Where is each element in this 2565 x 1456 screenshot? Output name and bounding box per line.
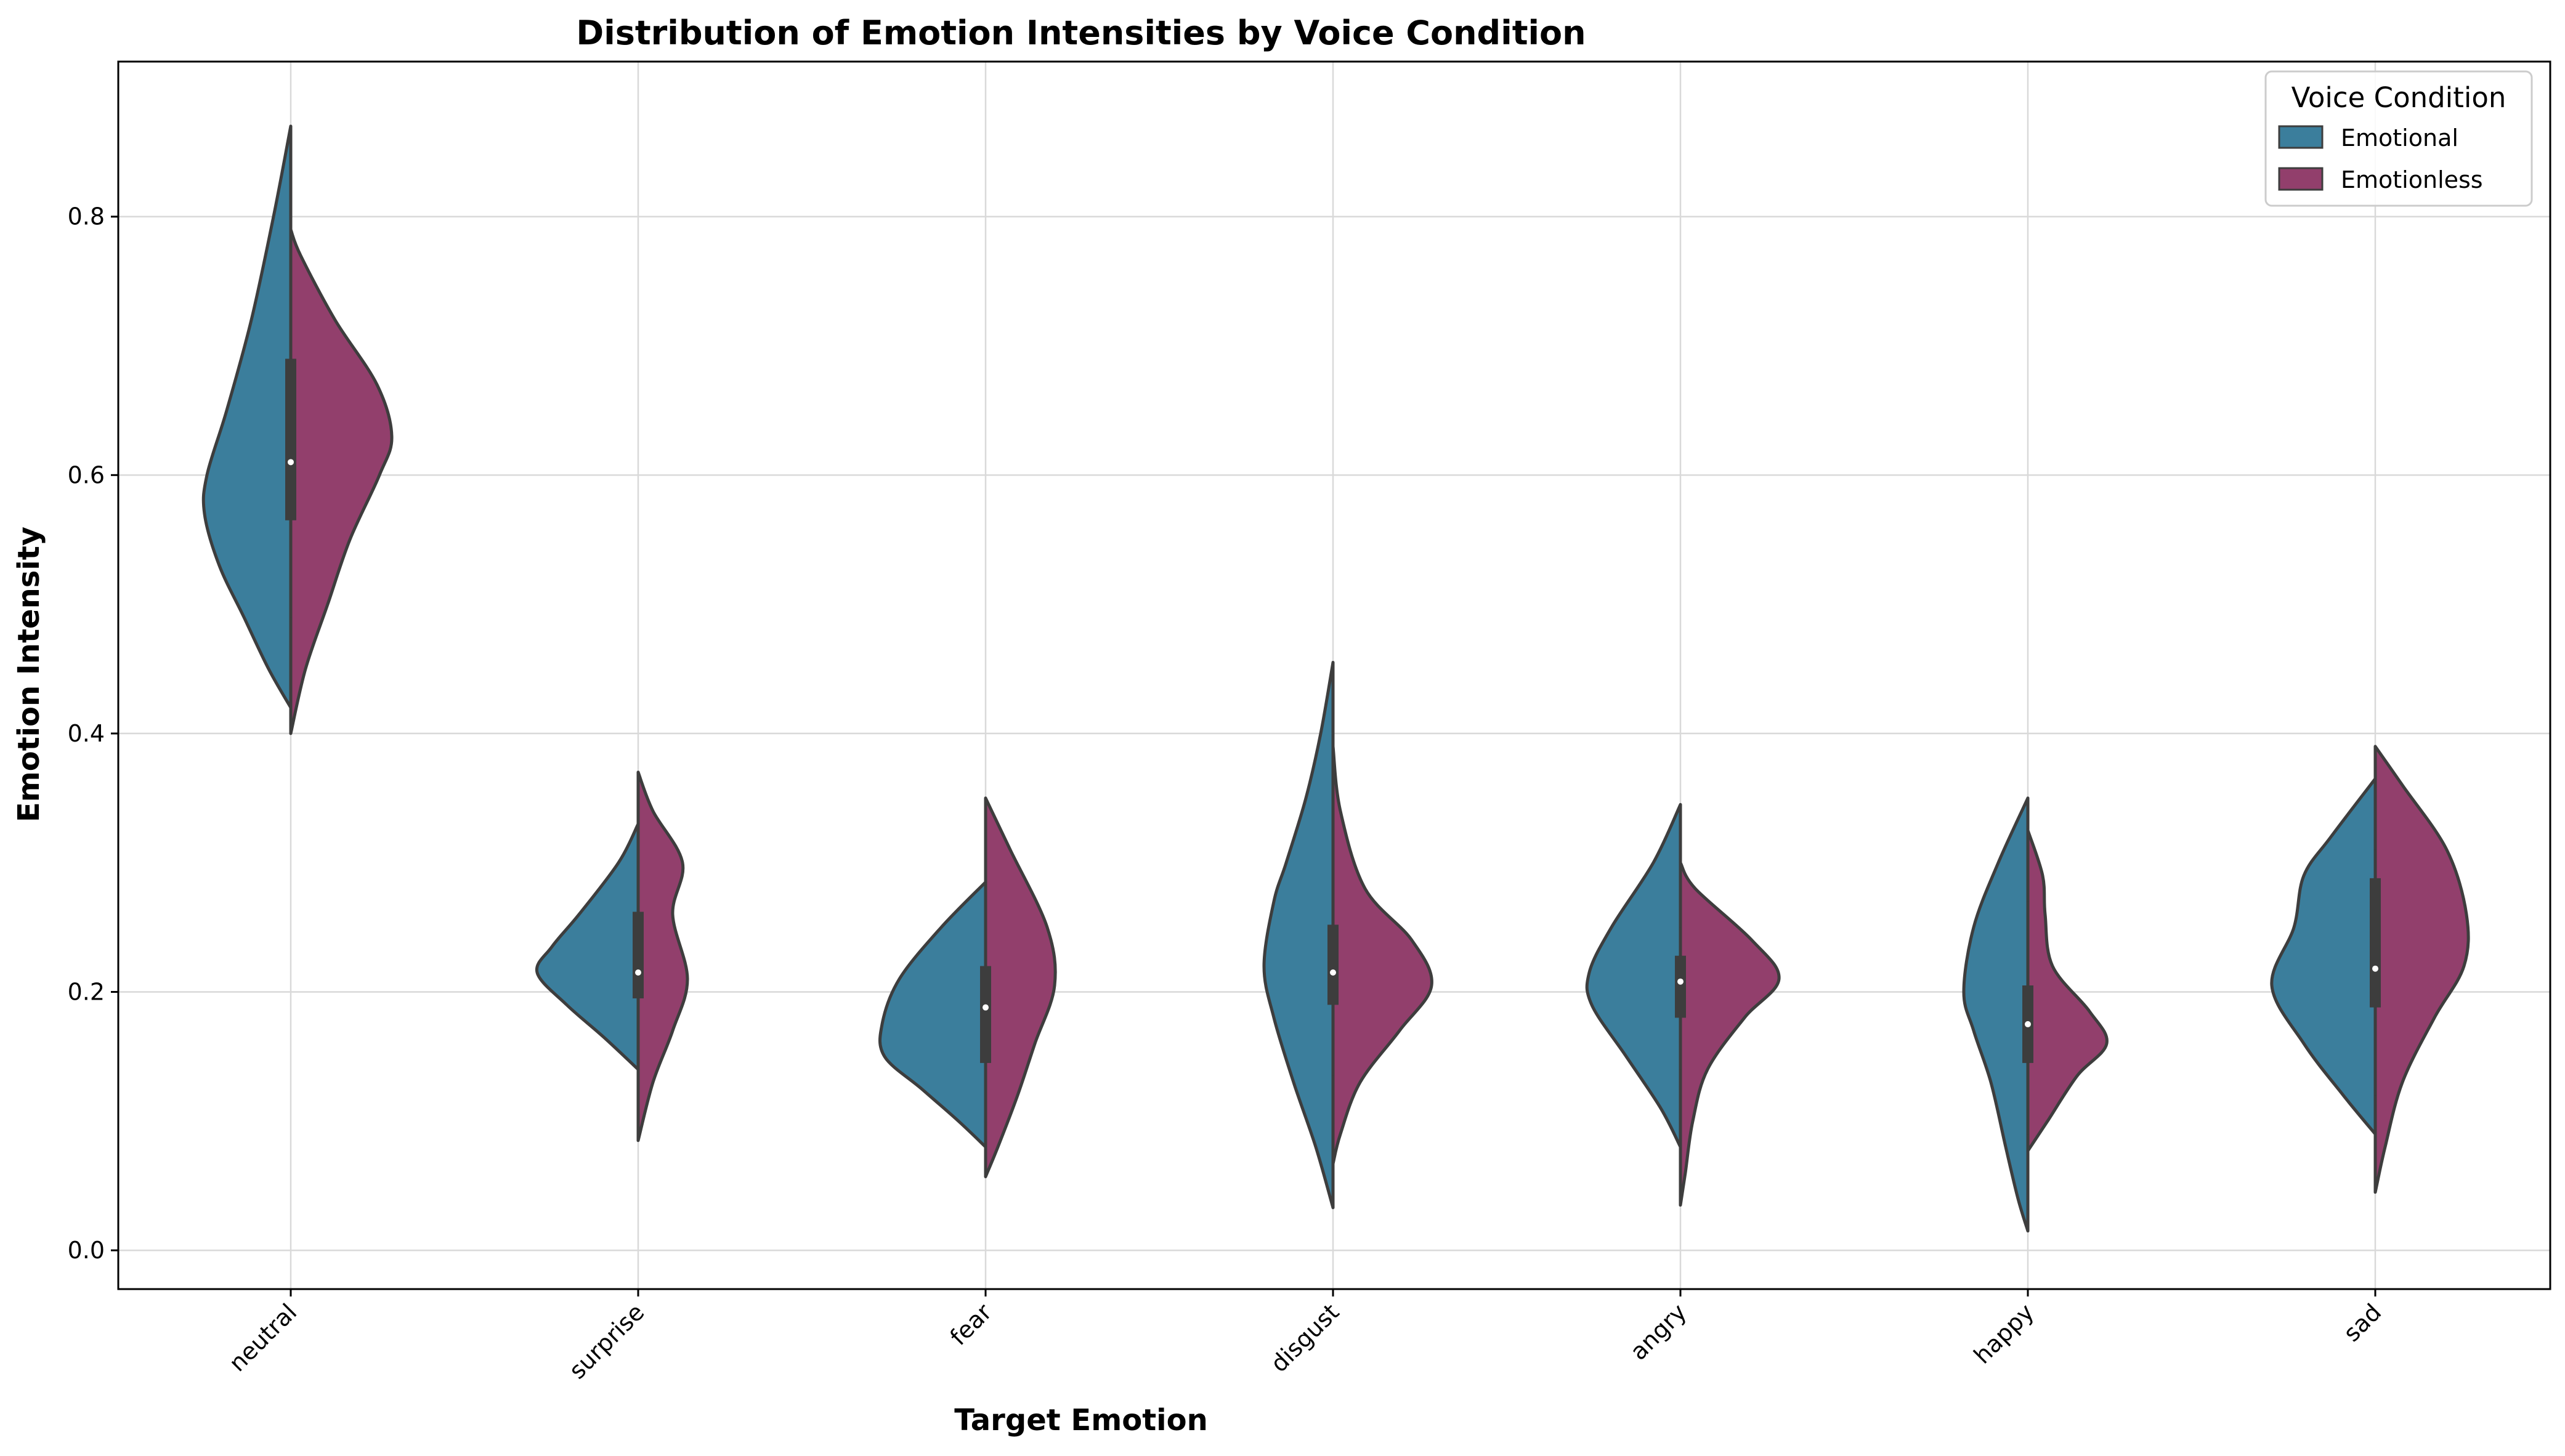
- boxplot-box: [980, 966, 991, 1063]
- boxplot-box: [2370, 878, 2381, 1008]
- boxplot-median: [288, 459, 294, 466]
- violin-emotional-fear: [878, 880, 987, 1149]
- violins: [201, 124, 2470, 1233]
- boxplot-median: [635, 969, 641, 976]
- boxplot-median: [2372, 965, 2378, 972]
- violin-emotional-happy: [1962, 796, 2030, 1233]
- boxplot-median: [2025, 1021, 2031, 1027]
- legend-label-emotionless: Emotionless: [2341, 166, 2483, 193]
- violin-emotionless-angry: [1679, 861, 1781, 1207]
- x-axis-ticks: neutral surprise fear disgust angry happy sad: [224, 1289, 2386, 1385]
- plot-frame: [117, 60, 2551, 1290]
- x-axis-label: Target Emotion: [954, 1403, 1208, 1438]
- y-tick-label: 0.0: [68, 1237, 105, 1264]
- y-tick-label: 0.6: [68, 461, 105, 488]
- x-tick-label: disgust: [1265, 1298, 1344, 1377]
- y-tick-label: 0.4: [68, 720, 105, 747]
- x-tick-label: angry: [1625, 1298, 1692, 1365]
- violin-emotionless-disgust: [1331, 745, 1433, 1165]
- violin-emotionless-happy: [2026, 828, 2109, 1152]
- boxplot-box: [633, 912, 644, 998]
- legend-title: Voice Condition: [2291, 81, 2506, 114]
- boxplot-median: [983, 1004, 989, 1011]
- violin-emotional-disgust: [1262, 661, 1335, 1210]
- violin-emotionless-surprise: [636, 770, 689, 1143]
- x-tick-label: happy: [1969, 1298, 2040, 1369]
- inner-boxplots: [285, 262, 2381, 1147]
- boxplot-median: [1330, 969, 1336, 976]
- boxplot-box: [1675, 955, 1686, 1018]
- legend-box: [2264, 70, 2533, 207]
- violin-emotionless-neutral: [289, 228, 394, 735]
- violin-emotionless-sad: [2373, 745, 2470, 1194]
- legend: Voice Condition Emotional Emotionless: [2264, 70, 2533, 207]
- y-axis-ticks: 0.0 0.2 0.4 0.6 0.8: [68, 203, 118, 1264]
- violin-emotional-surprise: [535, 822, 640, 1071]
- violin-emotional-sad: [2270, 777, 2377, 1136]
- legend-swatch-emotional: [2278, 125, 2324, 149]
- y-tick-label: 0.2: [68, 978, 105, 1005]
- y-axis-label: Emotion Intensity: [12, 527, 46, 822]
- y-tick-label: 0.8: [68, 203, 105, 230]
- violin-emotional-angry: [1585, 803, 1682, 1149]
- boxplot-box: [285, 358, 296, 520]
- legend-swatch-emotionless: [2278, 167, 2324, 191]
- x-tick-label: sad: [2338, 1298, 2387, 1347]
- chart-title: Distribution of Emotion Intensities by V…: [576, 14, 1586, 52]
- violin-emotionless-fear: [984, 796, 1057, 1178]
- x-tick-label: fear: [945, 1298, 997, 1351]
- x-tick-label: surprise: [564, 1298, 649, 1384]
- violin-emotional-neutral: [201, 124, 293, 710]
- x-tick-label: neutral: [224, 1298, 302, 1377]
- legend-label-emotional: Emotional: [2341, 124, 2458, 152]
- boxplot-box: [1327, 924, 1339, 1005]
- boxplot-median: [1677, 978, 1684, 985]
